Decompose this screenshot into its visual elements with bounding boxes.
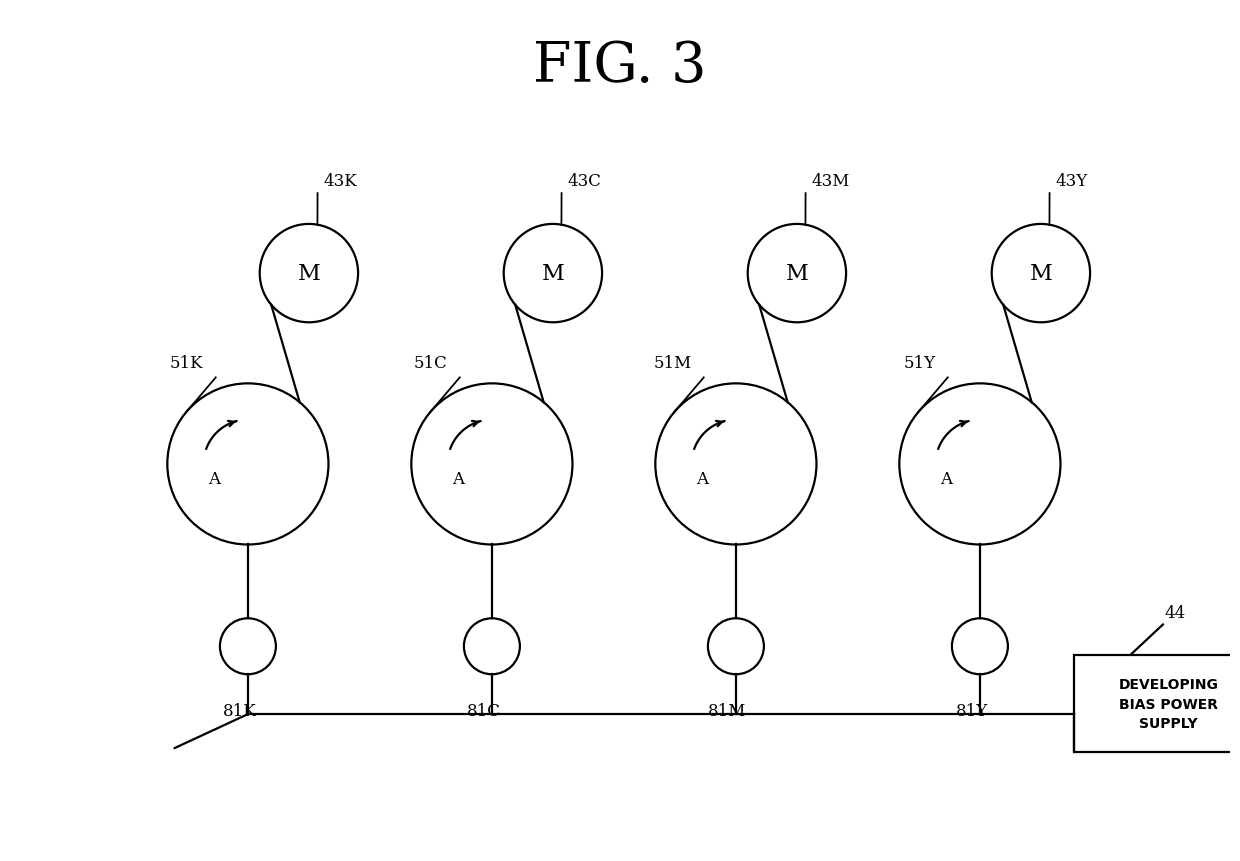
Text: 51C: 51C [414, 355, 448, 372]
Text: 43Y: 43Y [1055, 173, 1087, 190]
Text: M: M [785, 263, 808, 285]
Text: 43C: 43C [568, 173, 601, 190]
Text: 51K: 51K [170, 355, 203, 372]
Text: M: M [1029, 263, 1053, 285]
Text: 51Y: 51Y [904, 355, 936, 372]
Text: 51M: 51M [653, 355, 692, 372]
Text: A: A [940, 470, 952, 487]
Text: 81Y: 81Y [955, 703, 987, 720]
Text: 81M: 81M [708, 703, 746, 720]
Text: FIG. 3: FIG. 3 [533, 39, 707, 94]
Text: 43M: 43M [812, 173, 851, 190]
Text: 81K: 81K [223, 703, 257, 720]
Text: A: A [696, 470, 708, 487]
Text: 81C: 81C [466, 703, 501, 720]
Text: DEVELOPING
BIAS POWER
SUPPLY: DEVELOPING BIAS POWER SUPPLY [1118, 678, 1219, 730]
Text: 43K: 43K [324, 173, 357, 190]
Text: M: M [298, 263, 320, 285]
Text: M: M [542, 263, 564, 285]
Text: A: A [453, 470, 464, 487]
Text: 44: 44 [1164, 604, 1185, 621]
Bar [1074, 655, 1240, 753]
Text: A: A [208, 470, 219, 487]
